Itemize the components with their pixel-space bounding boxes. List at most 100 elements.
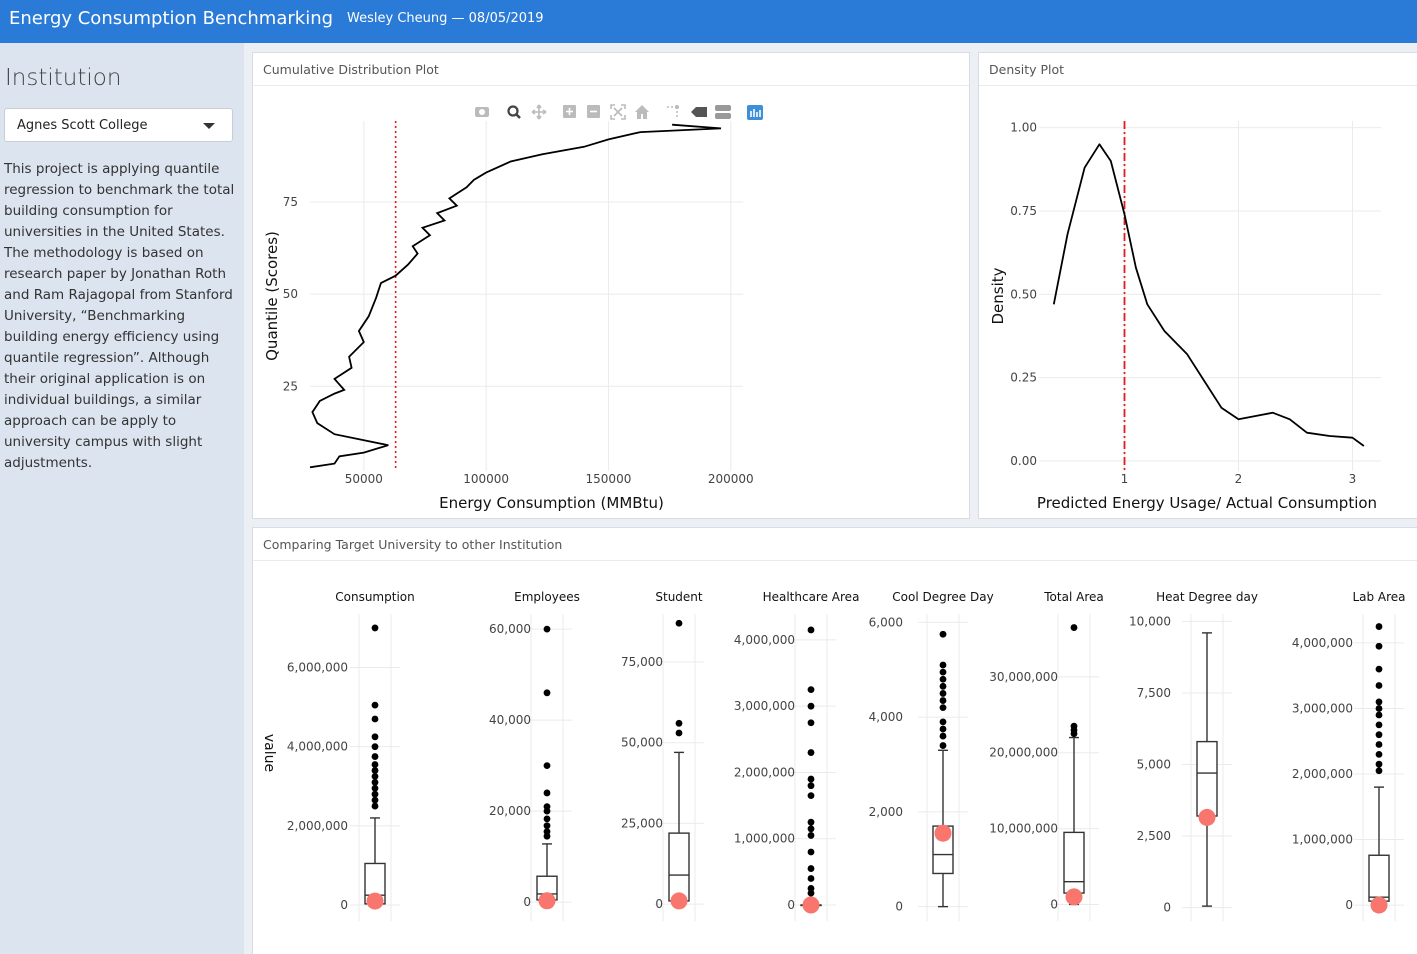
box-outlier-point — [1375, 665, 1383, 673]
box-outlier-point — [371, 784, 379, 792]
hover-compare-icon[interactable] — [715, 105, 731, 119]
cdf-y-tick-label: 50 — [283, 287, 298, 301]
compare-panel-divider — [253, 560, 1417, 561]
box-outlier-point — [1375, 711, 1383, 719]
facet-title: Cool Degree Day — [892, 590, 993, 604]
box-outlier-point — [543, 789, 551, 797]
density-y-axis-label: Density — [989, 267, 1007, 324]
facet-tick-label: 0 — [1050, 897, 1058, 911]
box-outlier-point — [371, 772, 379, 780]
facet-tick-label: 0 — [787, 898, 795, 912]
target-university-point — [934, 824, 952, 842]
cdf-x-tick-label: 100000 — [463, 472, 509, 486]
box-outlier-point — [543, 822, 551, 830]
box-outlier-point — [939, 697, 947, 704]
facet-tick-label: 2,000,000 — [1292, 767, 1353, 781]
facet-title: Healthcare Area — [763, 590, 860, 604]
box-outlier-point — [939, 668, 947, 676]
box-outlier-point — [807, 885, 815, 892]
pan-icon[interactable] — [531, 104, 547, 120]
target-university-point — [1198, 808, 1216, 826]
target-university-point — [670, 892, 688, 910]
facet-tick-label: 2,000,000 — [287, 819, 348, 833]
box-outlier-point — [371, 715, 379, 723]
box-outlier-point — [939, 690, 947, 697]
camera-icon[interactable] — [475, 107, 489, 117]
zoom-out-icon[interactable] — [587, 105, 600, 118]
facet-tick-label: 25,000 — [621, 816, 663, 830]
box-outlier-point — [939, 682, 947, 690]
facet-tick-label: 0 — [523, 895, 531, 909]
box-outlier-point — [939, 742, 947, 749]
facet-title: Employees — [514, 590, 580, 604]
reset-axes-icon[interactable] — [635, 105, 649, 119]
box-outlier-point — [939, 718, 947, 726]
box-outlier-point — [1375, 741, 1383, 748]
spike-lines-icon[interactable] — [667, 105, 679, 118]
box-outlier-point — [807, 719, 815, 727]
institution-select-value: Agnes Scott College — [17, 118, 148, 133]
box-outlier-point — [1375, 731, 1383, 739]
facet-tick-label: 0 — [340, 898, 348, 912]
box-y-axis-label: value — [261, 734, 277, 772]
box-iqr — [1196, 740, 1218, 817]
cdf-chart[interactable]: 50000 100000 150000 200000 25 50 75 Energy Cons… — [253, 53, 971, 520]
cdf-panel: Cumulative Distribution Plot 50000 100000… — [252, 52, 970, 519]
box-outlier-point — [543, 803, 551, 810]
box-outlier-point — [807, 702, 815, 710]
cdf-panel-title: Cumulative Distribution Plot — [263, 62, 439, 77]
target-university-point — [802, 896, 820, 914]
zoom-icon[interactable] — [507, 105, 521, 119]
cdf-y-tick-label: 25 — [283, 379, 298, 393]
facet-tick-label: 1,000,000 — [734, 832, 795, 846]
zoom-in-icon[interactable] — [563, 105, 576, 118]
facet-tick-label: 75,000 — [621, 655, 663, 669]
box-outlier-point — [807, 775, 815, 783]
compare-panel: Comparing Target University to other Ins… — [252, 527, 1417, 954]
box-outlier-point — [807, 686, 815, 693]
facet-title: Consumption — [335, 590, 414, 604]
hover-closest-icon[interactable] — [691, 107, 707, 117]
boxplot-chart[interactable]: Consumption 0 2,000,000 4,000,000 6,000,000 E… — [253, 528, 1417, 954]
target-university-point — [538, 892, 556, 910]
density-series-line — [1052, 143, 1365, 447]
density-x-tick-label: 3 — [1349, 472, 1357, 486]
facet-tick-label: 2,000,000 — [734, 765, 795, 779]
density-x-tick-label: 1 — [1121, 472, 1129, 486]
box-outlier-point — [1375, 623, 1383, 630]
app-title: Energy Consumption Benchmarking — [9, 8, 334, 29]
box-outlier-point — [675, 619, 683, 627]
cdf-x-tick-label: 150000 — [586, 472, 632, 486]
institution-select[interactable]: Agnes Scott College — [4, 108, 233, 142]
target-university-point — [366, 892, 384, 910]
cdf-series-line — [309, 123, 722, 469]
box-outlier-point — [1375, 705, 1383, 712]
facet-tick-label: 0 — [1163, 901, 1171, 915]
box-outlier-point — [371, 778, 379, 786]
box-outlier-point — [807, 749, 815, 756]
box-outlier-point — [1375, 721, 1383, 729]
box-outlier-point — [675, 729, 683, 737]
box-outlier-point — [807, 782, 815, 790]
plotly-logo-icon[interactable] — [747, 105, 763, 120]
box-outlier-point — [371, 743, 379, 751]
box-outlier-point — [807, 832, 815, 839]
facet-tick-label: 0 — [655, 897, 663, 911]
facet-tick-label: 60,000 — [489, 622, 531, 636]
box-outlier-point — [371, 761, 379, 768]
facet-tick-label: 40,000 — [489, 713, 531, 727]
box-outlier-point — [543, 815, 551, 823]
cdf-panel-divider — [253, 85, 969, 86]
autoscale-icon[interactable] — [610, 104, 626, 120]
box-outlier-point — [939, 725, 947, 733]
facet-tick-label: 5,000 — [1137, 758, 1171, 772]
compare-panel-title: Comparing Target University to other Ins… — [263, 537, 563, 552]
box-outlier-point — [1070, 722, 1078, 730]
facet-tick-label: 0 — [1345, 898, 1353, 912]
facet-tick-label: 10,000,000 — [989, 822, 1058, 836]
density-chart[interactable]: 1 2 3 0.00 0.25 0.50 0.75 1.00 Predicted Energy … — [979, 53, 1417, 520]
box-outlier-point — [1375, 682, 1383, 689]
box-outlier-point — [371, 767, 379, 774]
box-outlier-point — [543, 689, 551, 697]
box-outlier-point — [807, 825, 815, 833]
